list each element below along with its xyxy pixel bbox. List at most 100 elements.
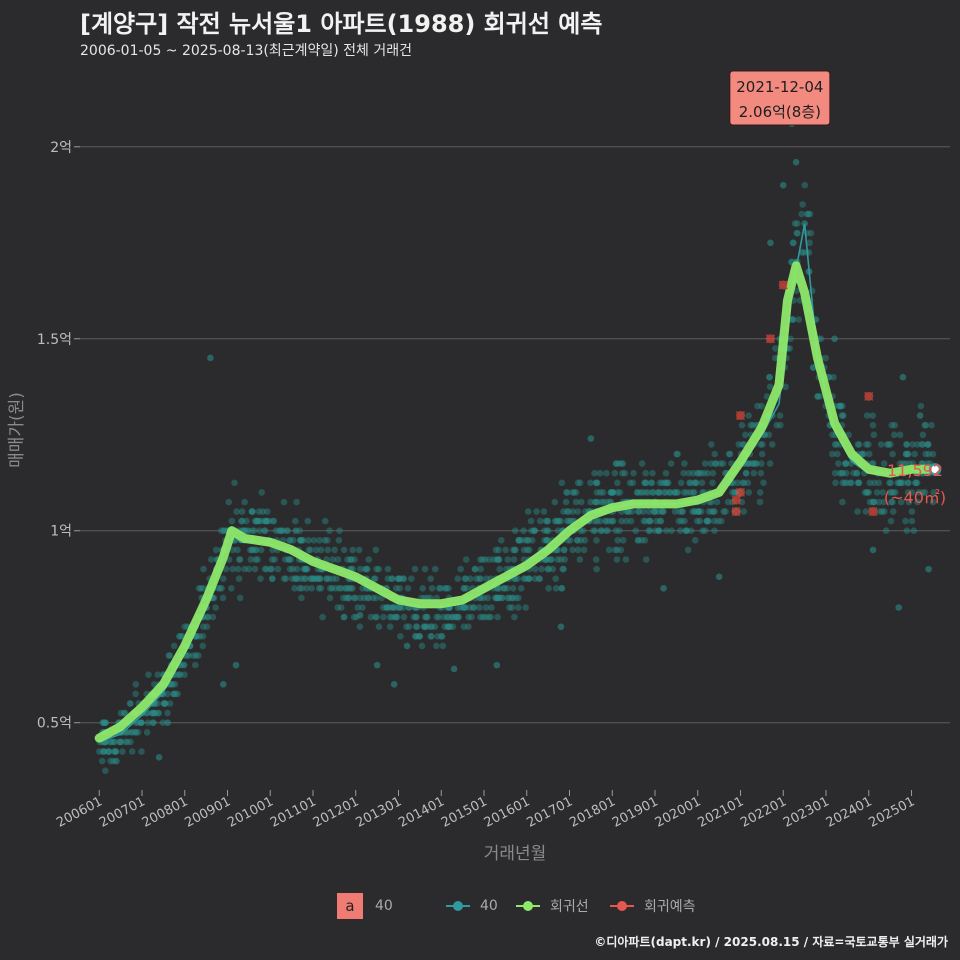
regression-line bbox=[94, 261, 942, 743]
scatter-point bbox=[228, 585, 235, 592]
scatter-point bbox=[742, 431, 749, 439]
scatter-point bbox=[599, 489, 607, 496]
scatter-point bbox=[544, 517, 551, 525]
scatter-point bbox=[694, 508, 702, 515]
scatter-point bbox=[282, 575, 290, 582]
scatter-point bbox=[842, 460, 850, 467]
scatter-point bbox=[477, 565, 485, 573]
scatter-point bbox=[431, 623, 439, 630]
scatter-point bbox=[543, 537, 550, 544]
scatter-point bbox=[863, 489, 870, 496]
scatter-point bbox=[628, 508, 636, 515]
scatter-point bbox=[689, 469, 697, 477]
legend-area-item[interactable]: a 40 bbox=[337, 892, 393, 920]
scatter-point bbox=[905, 498, 913, 506]
scatter-point bbox=[394, 604, 402, 611]
scatter-point bbox=[623, 517, 630, 525]
scatter-point bbox=[461, 604, 468, 611]
scatter-point bbox=[822, 354, 829, 362]
scatter-point bbox=[343, 585, 350, 592]
scatter-point bbox=[243, 517, 250, 525]
scatter-point bbox=[917, 402, 925, 410]
scatter-point bbox=[576, 556, 584, 563]
scatter-point bbox=[192, 652, 200, 659]
scatter-point bbox=[390, 681, 398, 688]
scatter-point bbox=[396, 575, 404, 582]
legend-series-item[interactable]: 40 bbox=[446, 892, 498, 920]
prediction-marker bbox=[735, 487, 746, 497]
prediction-marker bbox=[735, 411, 746, 421]
scatter-point bbox=[709, 469, 717, 477]
scatter-point bbox=[787, 335, 794, 343]
scatter-point bbox=[897, 479, 905, 487]
scatter-point bbox=[533, 508, 540, 515]
scatter-point bbox=[212, 604, 219, 611]
scatter-point bbox=[297, 537, 305, 544]
scatter-point bbox=[257, 546, 265, 554]
scatter-point bbox=[416, 633, 424, 640]
legend-prediction-item[interactable]: 회귀예측 bbox=[610, 892, 696, 920]
scatter-point bbox=[603, 517, 610, 525]
y-axis-title: 매매가(원) bbox=[7, 392, 27, 468]
scatter-point bbox=[646, 517, 654, 525]
scatter-point bbox=[789, 316, 797, 323]
scatter-point bbox=[861, 489, 869, 496]
scatter-point bbox=[261, 527, 269, 534]
scatter-point bbox=[564, 489, 571, 496]
scatter-point bbox=[510, 556, 518, 563]
scatter-point bbox=[767, 239, 774, 247]
max-annotation-box bbox=[729, 70, 831, 126]
scatter-point bbox=[360, 594, 368, 602]
scatter-point bbox=[128, 748, 136, 755]
scatter-point bbox=[219, 681, 227, 688]
scatter-point bbox=[913, 479, 921, 487]
max-annotation-value: 2.06억(8층) bbox=[739, 103, 821, 121]
scatter-point bbox=[285, 556, 293, 563]
legend-regression-item[interactable]: 회귀선 bbox=[516, 892, 589, 920]
x-tick-label: 202501 bbox=[867, 794, 918, 831]
scatter-point bbox=[287, 537, 294, 544]
scatter-point bbox=[744, 460, 751, 467]
scatter-point bbox=[124, 729, 132, 736]
end-value-label: 11,592 bbox=[887, 461, 943, 480]
x-tick-label: 201101 bbox=[268, 794, 319, 831]
scatter-point bbox=[653, 517, 660, 525]
scatter-point bbox=[389, 604, 397, 611]
scatter-point bbox=[651, 508, 659, 515]
scatter-point bbox=[803, 249, 810, 256]
scatter-point bbox=[456, 604, 464, 611]
scatter-point bbox=[837, 402, 844, 410]
scatter-point bbox=[199, 623, 207, 630]
scatter-point bbox=[132, 729, 140, 736]
scatter-point bbox=[544, 565, 552, 573]
scatter-point bbox=[902, 517, 909, 525]
scatter-point bbox=[462, 556, 470, 563]
scatter-point bbox=[707, 460, 715, 467]
scatter-point bbox=[656, 489, 663, 496]
scatter-point bbox=[132, 690, 139, 698]
prediction-cross bbox=[735, 411, 746, 421]
scatter-point bbox=[231, 479, 238, 487]
scatter-point bbox=[565, 508, 572, 515]
scatter-point bbox=[612, 527, 620, 534]
annotation: 11,592 (~40㎡) 2021-12-04 2.06억(8층) bbox=[729, 70, 946, 507]
scatter-point bbox=[696, 517, 704, 525]
scatter-point bbox=[866, 479, 874, 487]
scatter-point bbox=[624, 508, 632, 515]
scatter-point bbox=[531, 527, 539, 534]
scatter-point bbox=[347, 556, 354, 563]
y-tick-label: 2억 bbox=[50, 140, 72, 156]
scatter-point bbox=[687, 527, 695, 534]
scatter-point bbox=[740, 508, 747, 515]
scatter-point bbox=[364, 565, 371, 573]
scatter-point bbox=[216, 585, 224, 592]
scatter-point bbox=[666, 489, 673, 496]
scatter-point bbox=[562, 498, 570, 506]
scatter-point bbox=[816, 393, 824, 400]
scatter-point bbox=[831, 441, 839, 448]
scatter-point bbox=[749, 460, 756, 467]
scatter-point bbox=[307, 575, 315, 582]
scatter-point bbox=[801, 181, 809, 189]
x-tick-label: 201801 bbox=[567, 794, 618, 831]
scatter-point bbox=[880, 460, 888, 467]
